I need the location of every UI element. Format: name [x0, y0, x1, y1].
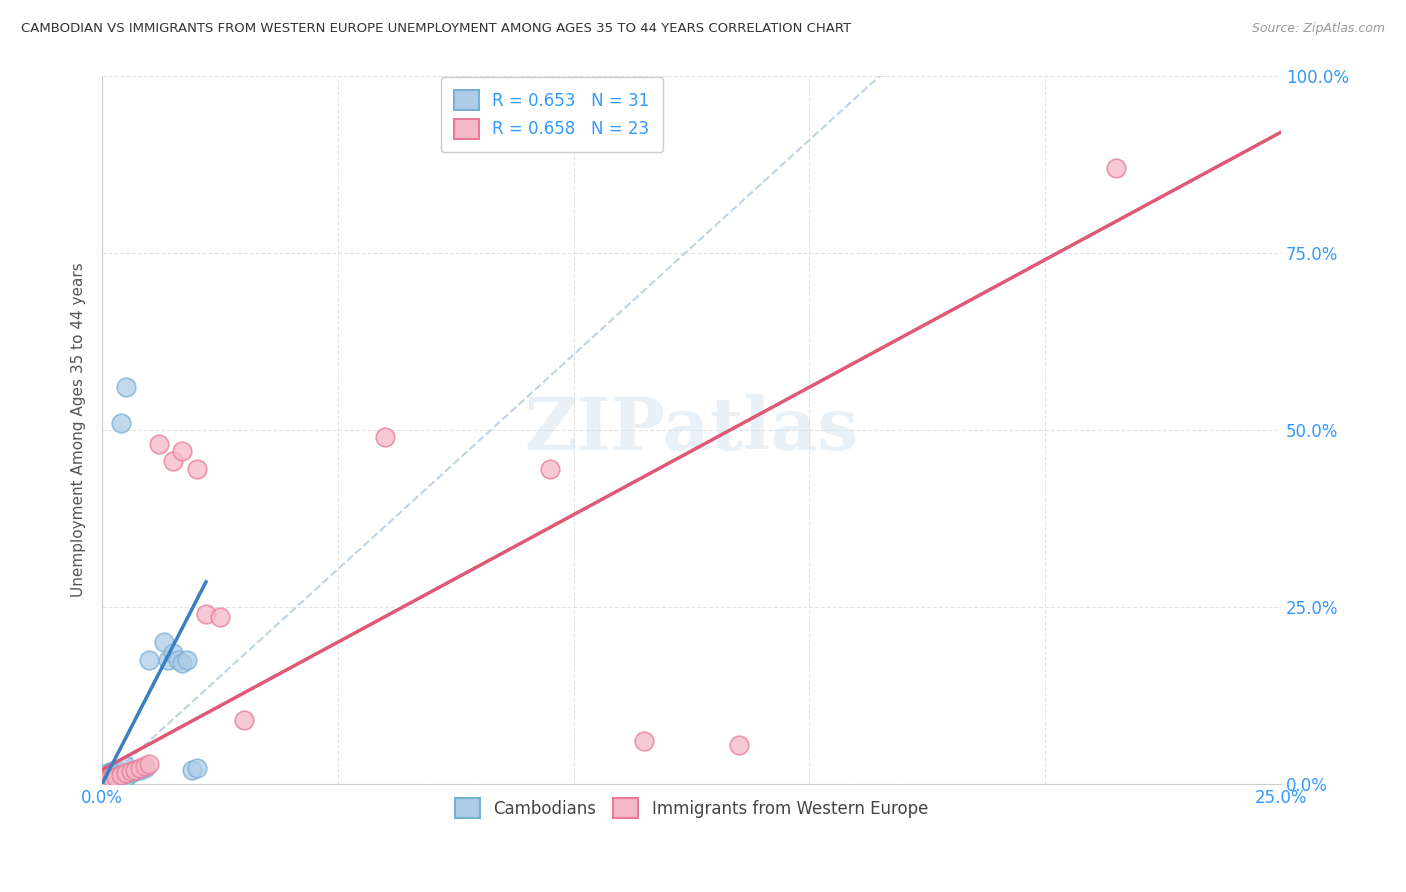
- Text: ZIPatlas: ZIPatlas: [524, 394, 859, 465]
- Point: [633, 734, 655, 748]
- Point: [124, 763, 146, 777]
- Point: [134, 759, 156, 773]
- Point: [96, 771, 118, 785]
- Point: [114, 770, 136, 784]
- Point: [148, 437, 170, 451]
- Point: [105, 770, 128, 784]
- Point: [138, 653, 160, 667]
- Point: [186, 461, 208, 475]
- Point: [134, 761, 156, 775]
- Point: [129, 761, 152, 775]
- Point: [110, 768, 132, 782]
- Point: [96, 766, 118, 780]
- Point: [100, 764, 122, 778]
- Point: [124, 764, 146, 778]
- Point: [186, 761, 208, 775]
- Point: [209, 610, 232, 624]
- Point: [152, 635, 174, 649]
- Point: [172, 443, 194, 458]
- Point: [110, 771, 132, 785]
- Point: [162, 646, 184, 660]
- Point: [157, 653, 180, 667]
- Point: [91, 773, 114, 788]
- Point: [129, 763, 152, 777]
- Point: [172, 657, 194, 671]
- Point: [120, 766, 142, 780]
- Point: [114, 380, 136, 394]
- Text: Source: ZipAtlas.com: Source: ZipAtlas.com: [1251, 22, 1385, 36]
- Point: [114, 766, 136, 780]
- Point: [138, 756, 160, 771]
- Y-axis label: Unemployment Among Ages 35 to 44 years: Unemployment Among Ages 35 to 44 years: [72, 262, 86, 597]
- Point: [105, 772, 128, 787]
- Point: [1105, 161, 1128, 175]
- Point: [727, 738, 749, 752]
- Point: [120, 764, 142, 778]
- Legend: Cambodians, Immigrants from Western Europe: Cambodians, Immigrants from Western Euro…: [449, 791, 935, 825]
- Point: [100, 771, 122, 785]
- Point: [105, 768, 128, 782]
- Point: [96, 773, 118, 788]
- Point: [180, 763, 202, 777]
- Text: CAMBODIAN VS IMMIGRANTS FROM WESTERN EUROPE UNEMPLOYMENT AMONG AGES 35 TO 44 YEA: CAMBODIAN VS IMMIGRANTS FROM WESTERN EUR…: [21, 22, 851, 36]
- Point: [114, 759, 136, 773]
- Point: [176, 653, 198, 667]
- Point: [110, 416, 132, 430]
- Point: [105, 763, 128, 777]
- Point: [91, 768, 114, 782]
- Point: [100, 770, 122, 784]
- Point: [162, 454, 184, 468]
- Point: [538, 461, 561, 475]
- Point: [91, 774, 114, 789]
- Point: [100, 773, 122, 788]
- Point: [96, 773, 118, 788]
- Point: [91, 771, 114, 785]
- Point: [194, 607, 217, 621]
- Point: [374, 430, 396, 444]
- Point: [232, 713, 254, 727]
- Point: [110, 766, 132, 780]
- Point: [166, 653, 188, 667]
